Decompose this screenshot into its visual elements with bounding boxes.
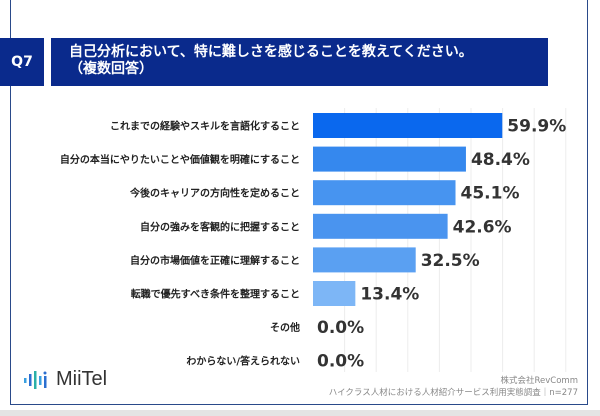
bar [313, 281, 356, 306]
title-line2: （複数回答） [69, 61, 153, 77]
question-number: Q7 [0, 38, 44, 86]
value-label: 48.4% [471, 150, 530, 170]
value-label: 59.9% [507, 117, 566, 137]
value-label: 0.0% [317, 352, 364, 372]
survey-source: ハイクラス人材における人材紹介サービス利用実態調査｜n=277 [328, 388, 578, 398]
category-label: 転職で優先すべき条件を整理すること [131, 288, 300, 301]
logo-text: MiiTel [56, 368, 108, 390]
value-label: 13.4% [360, 285, 419, 305]
bar [313, 247, 416, 273]
value-label: 32.5% [421, 251, 480, 271]
source-note: 株式会社RevComm ハイクラス人材における人材紹介サービス利用実態調査｜n=… [329, 375, 578, 399]
miitel-logo-icon [24, 370, 47, 389]
category-label: 自分の市場価値を正確に理解すること [130, 254, 300, 267]
category-label: 自分の強みを客観的に把握すること [140, 220, 300, 233]
bar [313, 180, 456, 206]
value-label: 42.6% [453, 217, 512, 237]
category-label: その他 [270, 321, 300, 334]
category-label: わからない/答えられない [186, 355, 300, 368]
title-line1: 自己分析において、特に難しさを感じることを教えてください。 [69, 44, 473, 60]
bar [313, 213, 448, 239]
bar [313, 113, 503, 138]
company: 株式会社RevComm [500, 376, 578, 386]
value-label: 0.0% [317, 318, 364, 338]
question-title: 自己分析において、特に難しさを感じることを教えてください。 （複数回答） [51, 38, 548, 86]
category-label: これまでの経験やスキルを言語化すること [110, 120, 300, 133]
category-label: 今後のキャリアの方向性を定めること [129, 187, 300, 200]
logo: MiiTel [24, 368, 107, 391]
divider [0, 410, 600, 416]
category-label: 自分の本当にやりたいことや価値観を明確にすること [60, 153, 300, 166]
bar [313, 146, 466, 172]
value-label: 45.1% [461, 184, 520, 204]
